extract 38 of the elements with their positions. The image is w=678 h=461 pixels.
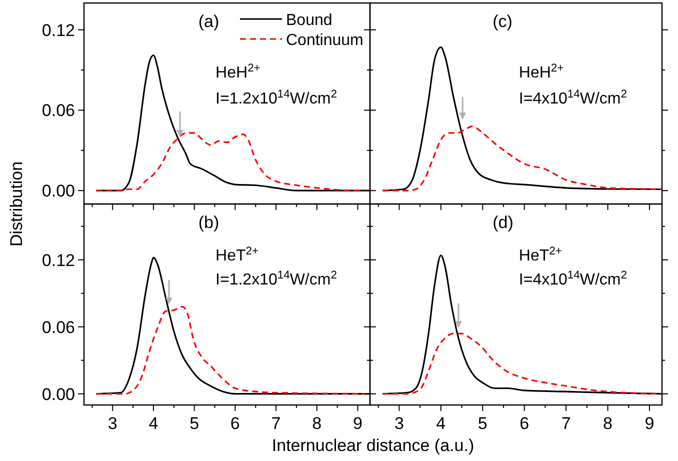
line-series <box>95 306 371 395</box>
x-tick-label: 8 <box>312 414 322 433</box>
y-tick-label: 0.06 <box>42 318 75 337</box>
x-tick-label: 6 <box>520 414 530 433</box>
annotation: (d) <box>492 213 514 232</box>
annotation: I=4x10$^{14}$W/cm$^{2}$ <box>518 88 627 108</box>
x-tick-label: 3 <box>108 414 118 433</box>
x-tick-label: 4 <box>436 414 446 433</box>
x-tick-label: 8 <box>603 414 613 433</box>
x-tick-label: 9 <box>353 414 362 433</box>
x-tick-label: 6 <box>230 414 240 433</box>
annotation: HeH$^{2+}$ <box>216 62 260 82</box>
annotation: HeT$^{2+}$ <box>518 245 562 264</box>
y-axis-title: Distribution <box>7 161 26 247</box>
annotation: (b) <box>198 213 220 232</box>
annotation: HeT$^{2+}$ <box>216 245 259 264</box>
annotation: I=4x10$^{14}$W/cm$^{2}$ <box>518 269 627 288</box>
x-axis-title: Internuclear distance (a.u.) <box>272 436 474 455</box>
x-tick-label: 5 <box>190 414 200 433</box>
y-tick-label: 0.00 <box>42 384 75 404</box>
annotation: I=1.2x10$^{14}$W/cm$^{2}$ <box>216 269 337 288</box>
annotation: I=1.2x10$^{14}$W/cm$^{2}$ <box>216 88 337 108</box>
line-series <box>95 132 371 192</box>
y-tick-label: 0.12 <box>42 250 75 270</box>
x-tick-label: 9 <box>644 414 654 433</box>
x-tick-label: 4 <box>148 414 158 433</box>
y-tick-label: 0.06 <box>42 101 75 120</box>
y-tick-label: 0.00 <box>42 182 75 201</box>
annotation: (a) <box>198 12 220 31</box>
x-tick-label: 3 <box>394 414 404 433</box>
legend-label: Bound <box>286 12 332 29</box>
y-tick-label: 0.12 <box>42 20 75 40</box>
annotation: HeH$^{2+}$ <box>518 62 564 82</box>
x-tick-label: 5 <box>478 414 488 433</box>
legend-label: Continuum <box>286 32 364 49</box>
x-tick-label: 7 <box>561 414 571 433</box>
annotation: (c) <box>492 12 512 31</box>
x-tick-label: 7 <box>271 414 281 433</box>
